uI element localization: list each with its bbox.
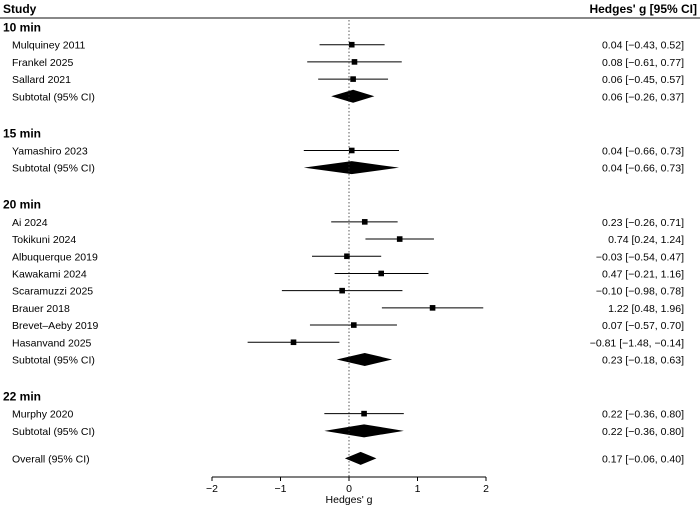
study-point xyxy=(429,305,436,311)
group-heading: 22 min xyxy=(3,389,41,403)
subtotal-effect-text: 0.22 [−0.36, 0.80] xyxy=(602,426,684,438)
study-label: Sallard 2021 xyxy=(12,74,71,86)
subtotal-label: Subtotal (95% CI) xyxy=(12,163,95,175)
group-heading: 10 min xyxy=(3,21,41,35)
subtotal-effect-text: 0.06 [−0.26, 0.37] xyxy=(602,91,684,103)
study-label: Kawakami 2024 xyxy=(12,268,87,280)
header-effect: Hedges' g [95% CI] xyxy=(589,2,697,16)
study-label: Ai 2024 xyxy=(12,217,48,229)
study-point xyxy=(361,219,368,225)
study-effect-text: −0.03 [−0.54, 0.47] xyxy=(596,251,684,263)
study-point xyxy=(350,76,356,82)
study-effect-text: 0.22 [−0.36, 0.80] xyxy=(602,409,684,421)
subtotal-diamond xyxy=(336,352,393,366)
study-label: Brevet–Aeby 2019 xyxy=(12,320,99,332)
study-effect-text: 0.47 [−0.21, 1.16] xyxy=(602,268,684,280)
subtotal-effect-text: 0.23 [−0.18, 0.63] xyxy=(602,354,684,366)
subtotal-label: Subtotal (95% CI) xyxy=(12,354,95,366)
study-label: Albuquerque 2019 xyxy=(12,251,98,263)
study-point xyxy=(348,41,355,48)
group-heading: 20 min xyxy=(3,198,41,212)
study-label: Murphy 2020 xyxy=(12,409,73,421)
subtotal-label: Subtotal (95% CI) xyxy=(12,426,95,438)
study-effect-text: 0.06 [−0.45, 0.57] xyxy=(602,74,684,86)
overall-label: Overall (95% CI) xyxy=(12,453,90,465)
x-tick-label: −2 xyxy=(206,483,218,495)
study-point xyxy=(351,59,358,65)
x-tick-label: −1 xyxy=(275,483,287,495)
study-point xyxy=(350,322,357,328)
x-axis: −2 −1 0 1 2 xyxy=(206,476,489,495)
study-effect-text: 0.74 [0.24, 1.24] xyxy=(608,234,684,246)
study-point xyxy=(290,339,297,346)
subtotal-label: Subtotal (95% CI) xyxy=(12,91,95,103)
x-tick-label: 0 xyxy=(346,483,352,495)
overall-effect-text: 0.17 [−0.06, 0.40] xyxy=(602,453,684,465)
study-point xyxy=(339,287,345,294)
study-label: Brauer 2018 xyxy=(12,303,70,315)
study-point xyxy=(378,270,384,277)
study-label: Yamashiro 2023 xyxy=(12,145,88,157)
x-tick-label: 1 xyxy=(415,483,421,495)
study-effect-text: −0.10 [−0.98, 0.78] xyxy=(596,286,684,298)
plot-rows: 10 min Mulquiney 2011 0.04 [−0.43, 0.52] Fr… xyxy=(3,20,684,477)
study-label: Hasanvand 2025 xyxy=(12,337,92,349)
study-point xyxy=(396,236,403,242)
study-effect-text: 0.04 [−0.66, 0.73] xyxy=(602,145,684,157)
subtotal-effect-text: 0.04 [−0.66, 0.73] xyxy=(602,163,684,175)
study-effect-text: 0.07 [−0.57, 0.70] xyxy=(602,320,684,332)
study-point xyxy=(344,253,350,260)
study-label: Tokikuni 2024 xyxy=(12,234,76,246)
overall-diamond xyxy=(344,451,377,465)
study-effect-text: 1.22 [0.48, 1.96] xyxy=(608,303,684,315)
subtotal-diamond xyxy=(331,89,375,103)
study-point xyxy=(348,147,355,154)
study-effect-text: −0.81 [−1.48, −0.14] xyxy=(590,337,684,349)
study-effect-text: 0.04 [−0.43, 0.52] xyxy=(602,40,684,52)
study-label: Scaramuzzi 2025 xyxy=(12,286,93,298)
study-point xyxy=(361,410,367,417)
study-label: Mulquiney 2011 xyxy=(12,40,86,52)
subtotal-diamond xyxy=(303,161,400,175)
x-axis-label: Hedges' g xyxy=(326,494,373,506)
study-effect-text: 0.08 [−0.61, 0.77] xyxy=(602,57,684,69)
group-heading: 15 min xyxy=(3,126,41,140)
subtotal-diamond xyxy=(324,424,404,438)
study-label: Frankel 2025 xyxy=(12,57,73,69)
header-study: Study xyxy=(3,2,37,16)
x-tick-label: 2 xyxy=(483,483,489,495)
study-effect-text: 0.23 [−0.26, 0.71] xyxy=(602,217,684,229)
